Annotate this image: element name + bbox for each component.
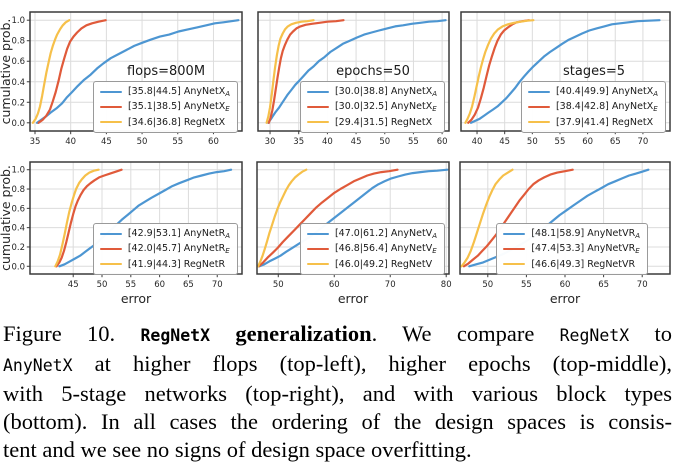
caption-line: AnyNetX at higher flops (top-left), high…: [3, 350, 672, 380]
y-tick-label: 1.0: [11, 16, 25, 26]
y-tick-label: 0.2: [11, 98, 25, 108]
caption-segment: to: [629, 321, 672, 346]
x-tick-label: 60: [208, 137, 219, 147]
x-tick-label: 50: [273, 280, 284, 290]
x-tick-label: 55: [408, 137, 419, 147]
y-tick-label: 0.6: [11, 204, 25, 214]
x-tick-label: 50: [482, 280, 493, 290]
x-tick-label: 65: [610, 137, 621, 147]
x-tick-label: 60: [437, 137, 448, 147]
x-tick-label: 50: [137, 137, 148, 147]
caption-line: Figure 10. RegNetX generalization. We co…: [3, 320, 672, 350]
y-axis-label: cumulative prob.: [0, 19, 13, 125]
caption-segment: with 5-stage networks (top-right), and w…: [3, 381, 672, 406]
caption-segment: (bottom). In all cases the ordering of t…: [3, 409, 672, 434]
x-axis-label: error: [121, 291, 152, 306]
figure-10: 35 40 45 50 55 60 0.0 0.2 0.4 0.6 0.8 1.0 cumulative…: [0, 11, 671, 306]
cdf-curve-AnyNetX-E: [37, 19, 107, 124]
x-tick-label: 55: [125, 280, 136, 290]
x-tick-label: 45: [499, 137, 510, 147]
caption-line: (bottom). In all cases the ordering of t…: [3, 408, 672, 436]
caption-segment: AnyNetX: [3, 356, 73, 375]
y-tick-label: 0.0: [11, 119, 25, 129]
figure-caption: Figure 10. RegNetX generalization. We co…: [3, 320, 672, 464]
x-tick-label: 50: [379, 137, 390, 147]
cdf-curve-AnyNetX-E: [267, 19, 345, 124]
cdf-curve-RegNetX: [31, 19, 71, 124]
x-tick-label: 50: [97, 280, 108, 290]
subplot-top-left: 35 40 45 50 55 60 0.0 0.2 0.4 0.6 0.8 1.0cumulative…: [0, 11, 243, 147]
y-tick-label: 0.8: [11, 37, 25, 47]
subplot-bottom-right: 50 55 60 65 70 error: [459, 161, 671, 306]
caption-segment: generalization: [210, 321, 372, 346]
y-axis-label: cumulative prob.: [0, 165, 13, 271]
subplot-bottom-left: 45 50 55 60 65 70 0.0 0.2 0.4 0.6 0.8 1.0cumulative…: [0, 161, 243, 306]
x-axis-label: error: [338, 291, 369, 306]
cdf-curve-RegNetX: [464, 19, 535, 124]
subplot-top-right: 40 45 50 55 60 65 70 stages=5: [460, 11, 671, 147]
x-tick-label: 60: [560, 280, 571, 290]
x-tick-label: 40: [65, 137, 76, 147]
caption-line: tent and we see no signs of design space…: [3, 436, 672, 464]
condition-label: epochs=50: [336, 64, 410, 79]
caption-segment: RegNetX: [140, 326, 211, 345]
y-tick-label: 1.0: [11, 166, 25, 176]
condition-label: flops=800M: [127, 64, 205, 79]
cdf-curve-AnyNetVR-E: [462, 168, 574, 268]
cdf-curve-RegNetV: [257, 168, 308, 268]
x-tick-label: 60: [582, 137, 593, 147]
cdf-curve-AnyNetX-A: [35, 19, 240, 124]
x-tick-label: 70: [637, 280, 648, 290]
x-tick-label: 35: [30, 137, 41, 147]
condition-label: stages=5: [563, 64, 625, 79]
y-tick-label: 0.4: [11, 78, 25, 88]
cdf-curve-AnyNetV-A: [258, 168, 449, 268]
x-tick-label: 65: [183, 280, 194, 290]
subplot-bottom-middle: 50 60 70 80 error: [256, 161, 452, 306]
x-tick-label: 35: [293, 137, 304, 147]
x-tick-label: 55: [555, 137, 566, 147]
y-tick-label: 0.8: [11, 185, 25, 195]
y-tick-label: 0.4: [11, 224, 25, 234]
cdf-plots-canvas: 35 40 45 50 55 600.00.20.40.60.81.0cumulative…: [0, 11, 671, 306]
x-tick-label: 70: [212, 280, 223, 290]
cdf-curve-RegNetVR: [460, 168, 514, 268]
cdf-curve-AnyNetX-A: [267, 19, 447, 124]
x-tick-label: 65: [598, 280, 609, 290]
axes-border: [256, 161, 450, 275]
cdf-curve-RegNetX: [265, 19, 315, 124]
x-tick-label: 55: [521, 280, 532, 290]
x-tick-label: 70: [385, 280, 396, 290]
cdf-curve-AnyNetR-E: [55, 168, 123, 268]
x-tick-label: 45: [351, 137, 362, 147]
y-tick-label: 0.2: [11, 243, 25, 253]
x-tick-label: 55: [172, 137, 183, 147]
subplot-top-middle: 30 35 40 45 50 55 60 epochs=50: [257, 11, 450, 147]
caption-segment: Figure 10.: [3, 321, 141, 346]
x-axis-label: error: [550, 291, 581, 306]
caption-segment: . We compare: [371, 321, 560, 346]
x-tick-label: 45: [68, 280, 79, 290]
x-tick-label: 60: [154, 280, 165, 290]
x-tick-label: 80: [441, 280, 452, 290]
y-tick-label: 0.6: [11, 57, 25, 67]
x-tick-label: 40: [322, 137, 333, 147]
cdf-curve-AnyNetR-A: [58, 168, 233, 268]
caption-segment: at higher flops (top-left), higher epoch…: [72, 351, 672, 376]
caption-segment: RegNetX: [559, 326, 630, 345]
x-tick-label: 50: [527, 137, 538, 147]
caption-segment: tent and we see no signs of design space…: [3, 437, 472, 462]
x-tick-label: 45: [101, 137, 112, 147]
cdf-curve-AnyNetV-E: [257, 168, 399, 268]
caption-line: with 5-stage networks (top-right), and w…: [3, 380, 672, 408]
x-tick-label: 40: [472, 137, 483, 147]
x-tick-label: 60: [329, 280, 340, 290]
cdf-curve-RegNetR: [54, 168, 100, 268]
y-tick-label: 0.0: [11, 262, 25, 272]
cdf-curve-AnyNetX-A: [469, 19, 661, 124]
x-tick-label: 30: [265, 137, 276, 147]
x-tick-label: 70: [637, 137, 648, 147]
